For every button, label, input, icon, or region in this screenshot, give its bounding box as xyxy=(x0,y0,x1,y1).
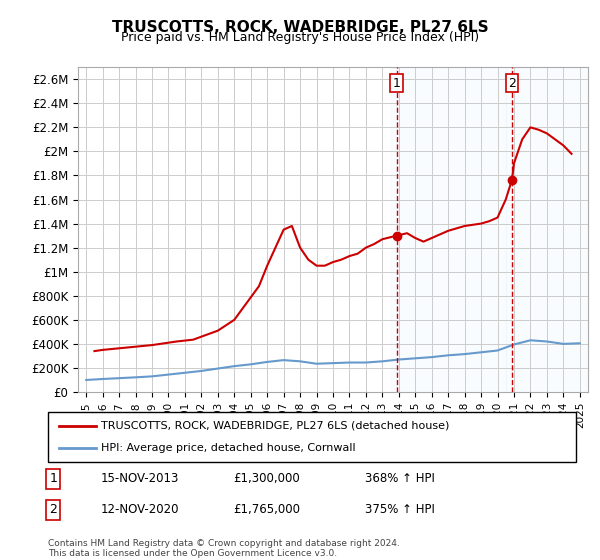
Bar xyxy=(506,67,588,392)
Text: 15-NOV-2013: 15-NOV-2013 xyxy=(101,473,179,486)
Text: £1,300,000: £1,300,000 xyxy=(233,473,299,486)
Text: 2: 2 xyxy=(508,77,516,90)
FancyBboxPatch shape xyxy=(48,412,576,462)
Text: Price paid vs. HM Land Registry's House Price Index (HPI): Price paid vs. HM Land Registry's House … xyxy=(121,31,479,44)
Text: 2: 2 xyxy=(49,503,57,516)
Text: HPI: Average price, detached house, Cornwall: HPI: Average price, detached house, Corn… xyxy=(101,443,355,453)
Text: 1: 1 xyxy=(49,473,57,486)
Text: 375% ↑ HPI: 375% ↑ HPI xyxy=(365,503,434,516)
Text: 12-NOV-2020: 12-NOV-2020 xyxy=(101,503,179,516)
Text: Contains HM Land Registry data © Crown copyright and database right 2024.
This d: Contains HM Land Registry data © Crown c… xyxy=(48,539,400,558)
Bar xyxy=(391,67,506,392)
Text: TRUSCOTTS, ROCK, WADEBRIDGE, PL27 6LS (detached house): TRUSCOTTS, ROCK, WADEBRIDGE, PL27 6LS (d… xyxy=(101,421,449,431)
Text: TRUSCOTTS, ROCK, WADEBRIDGE, PL27 6LS: TRUSCOTTS, ROCK, WADEBRIDGE, PL27 6LS xyxy=(112,20,488,35)
Text: £1,765,000: £1,765,000 xyxy=(233,503,300,516)
Text: 368% ↑ HPI: 368% ↑ HPI xyxy=(365,473,434,486)
Text: 1: 1 xyxy=(393,77,401,90)
